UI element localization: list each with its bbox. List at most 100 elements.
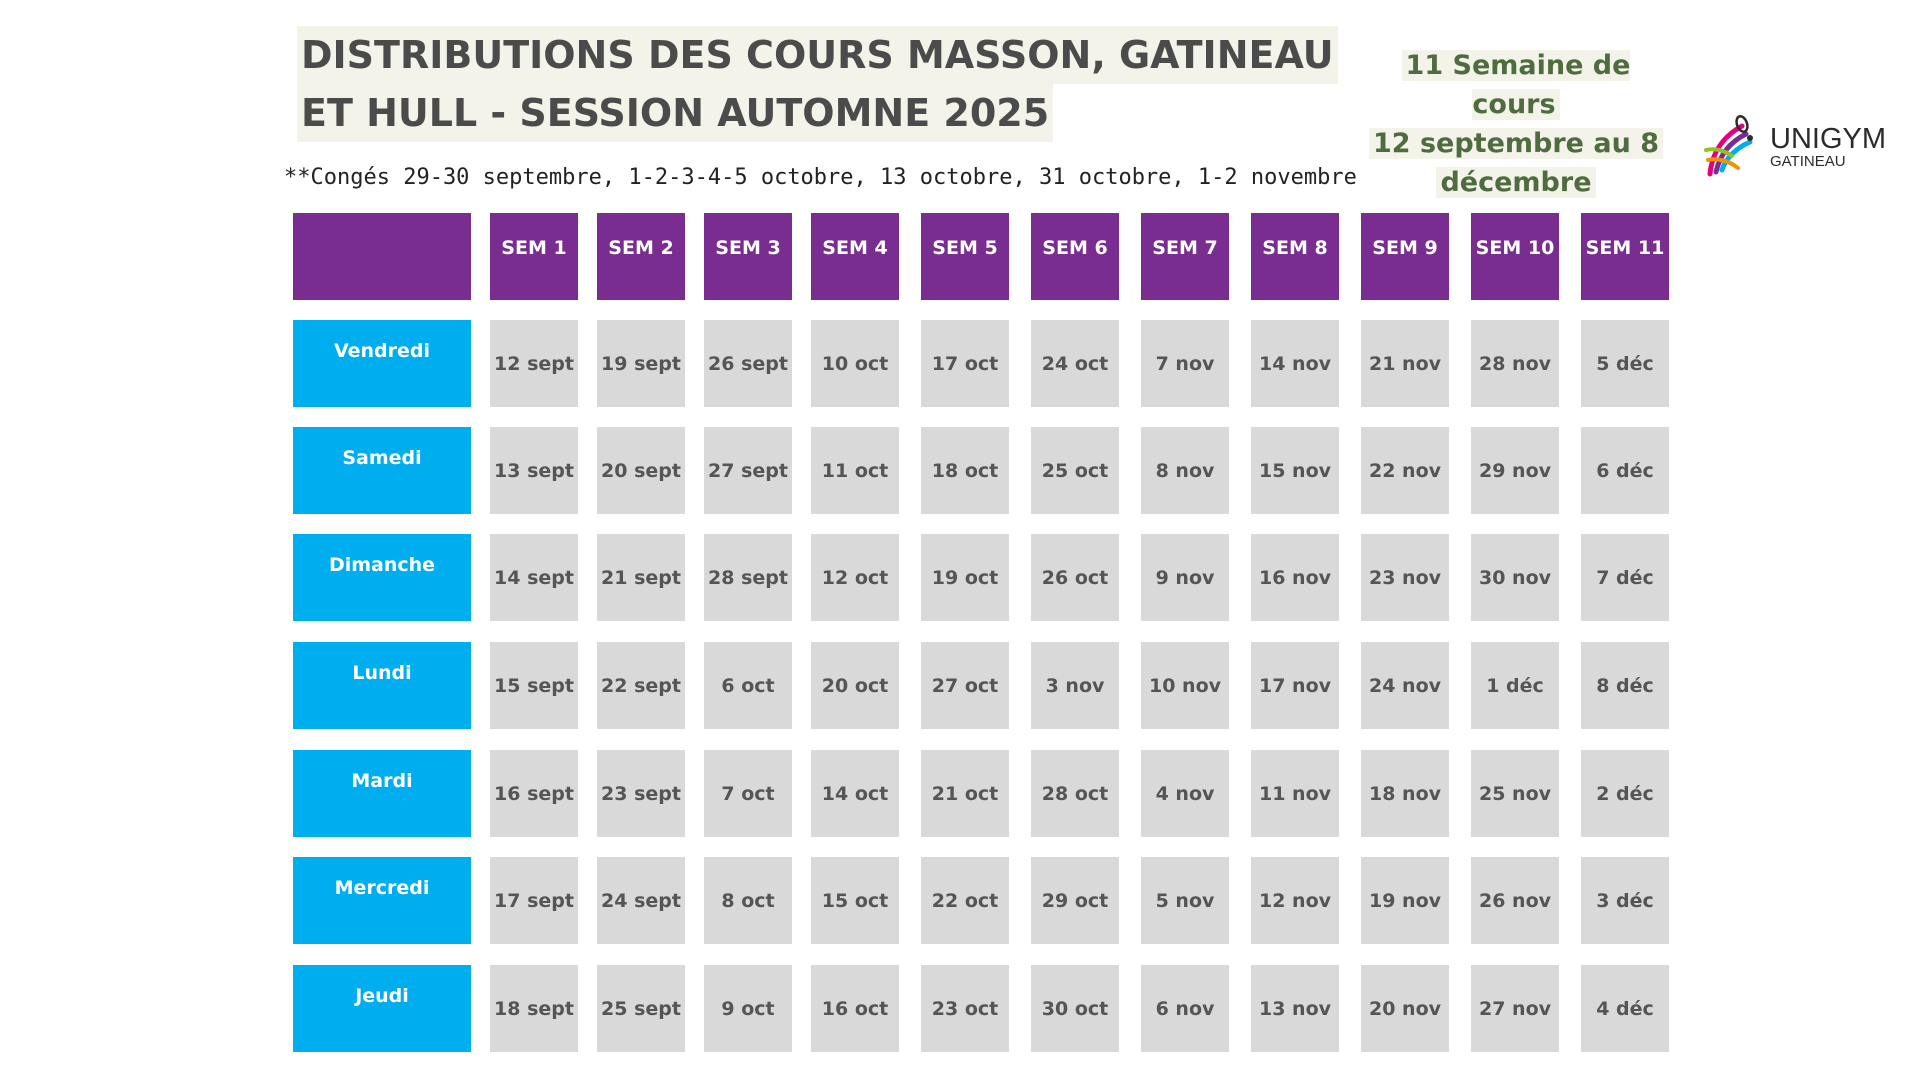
date-cell: 6 nov <box>1141 965 1229 1052</box>
session-info: 11 Semaine de cours 12 septembre au 8 dé… <box>1360 46 1672 202</box>
date-cell: 18 nov <box>1361 750 1449 837</box>
date-cell: 13 sept <box>490 427 578 514</box>
date-cell: 18 oct <box>921 427 1009 514</box>
date-cell: 27 nov <box>1471 965 1559 1052</box>
date-cell: 3 déc <box>1581 857 1669 944</box>
date-cell: 17 oct <box>921 320 1009 407</box>
date-cell: 30 oct <box>1031 965 1119 1052</box>
week-header: SEM 2 <box>597 213 685 300</box>
week-header: SEM 9 <box>1361 213 1449 300</box>
date-cell: 15 sept <box>490 642 578 729</box>
week-header: SEM 10 <box>1471 213 1559 300</box>
date-cell: 19 nov <box>1361 857 1449 944</box>
date-cell: 6 oct <box>704 642 792 729</box>
date-cell: 4 nov <box>1141 750 1229 837</box>
unigym-logo: UNIGYM GATINEAU <box>1702 112 1902 182</box>
date-cell: 26 sept <box>704 320 792 407</box>
date-cell: 20 oct <box>811 642 899 729</box>
title-line-1: DISTRIBUTIONS DES COURS MASSON, GATINEAU <box>297 26 1338 84</box>
date-cell: 5 nov <box>1141 857 1229 944</box>
day-label: Jeudi <box>293 965 471 1052</box>
session-info-line-3: décembre <box>1436 167 1596 198</box>
day-label: Mercredi <box>293 857 471 944</box>
date-cell: 12 oct <box>811 534 899 621</box>
date-cell: 21 sept <box>597 534 685 621</box>
logo-text: UNIGYM GATINEAU <box>1770 124 1886 170</box>
date-cell: 8 oct <box>704 857 792 944</box>
date-cell: 12 nov <box>1251 857 1339 944</box>
date-cell: 18 sept <box>490 965 578 1052</box>
date-cell: 25 oct <box>1031 427 1119 514</box>
date-cell: 23 sept <box>597 750 685 837</box>
date-cell: 14 sept <box>490 534 578 621</box>
week-header: SEM 8 <box>1251 213 1339 300</box>
date-cell: 28 oct <box>1031 750 1119 837</box>
week-header: SEM 5 <box>921 213 1009 300</box>
date-cell: 27 oct <box>921 642 1009 729</box>
day-label: Lundi <box>293 642 471 729</box>
date-cell: 1 déc <box>1471 642 1559 729</box>
date-cell: 27 sept <box>704 427 792 514</box>
date-cell: 24 nov <box>1361 642 1449 729</box>
table-corner-cell <box>293 213 471 300</box>
day-label: Vendredi <box>293 320 471 407</box>
session-info-line-1: 11 Semaine de cours <box>1401 50 1631 120</box>
date-cell: 21 oct <box>921 750 1009 837</box>
week-header: SEM 7 <box>1141 213 1229 300</box>
date-cell: 10 oct <box>811 320 899 407</box>
date-cell: 22 oct <box>921 857 1009 944</box>
day-label: Mardi <box>293 750 471 837</box>
date-cell: 16 oct <box>811 965 899 1052</box>
week-header: SEM 11 <box>1581 213 1669 300</box>
date-cell: 19 sept <box>597 320 685 407</box>
date-cell: 4 déc <box>1581 965 1669 1052</box>
date-cell: 7 déc <box>1581 534 1669 621</box>
logo-subtitle: GATINEAU <box>1770 153 1846 170</box>
week-header: SEM 1 <box>490 213 578 300</box>
week-header: SEM 4 <box>811 213 899 300</box>
date-cell: 30 nov <box>1471 534 1559 621</box>
date-cell: 6 déc <box>1581 427 1669 514</box>
gymnast-logo-icon <box>1704 115 1753 177</box>
date-cell: 21 nov <box>1361 320 1449 407</box>
date-cell: 28 sept <box>704 534 792 621</box>
holidays-note: **Congés 29-30 septembre, 1-2-3-4-5 octo… <box>284 165 1357 190</box>
date-cell: 26 oct <box>1031 534 1119 621</box>
date-cell: 17 sept <box>490 857 578 944</box>
date-cell: 7 oct <box>704 750 792 837</box>
date-cell: 8 nov <box>1141 427 1229 514</box>
title-line-2: ET HULL - SESSION AUTOMNE 2025 <box>297 84 1054 142</box>
logo-name: UNIGYM <box>1770 123 1886 155</box>
page-title: DISTRIBUTIONS DES COURS MASSON, GATINEAU… <box>297 26 1338 142</box>
date-cell: 14 nov <box>1251 320 1339 407</box>
date-cell: 22 nov <box>1361 427 1449 514</box>
date-cell: 2 déc <box>1581 750 1669 837</box>
date-cell: 28 nov <box>1471 320 1559 407</box>
date-cell: 26 nov <box>1471 857 1559 944</box>
date-cell: 3 nov <box>1031 642 1119 729</box>
date-cell: 23 nov <box>1361 534 1449 621</box>
date-cell: 25 nov <box>1471 750 1559 837</box>
date-cell: 7 nov <box>1141 320 1229 407</box>
date-cell: 22 sept <box>597 642 685 729</box>
date-cell: 20 sept <box>597 427 685 514</box>
date-cell: 9 nov <box>1141 534 1229 621</box>
date-cell: 29 nov <box>1471 427 1559 514</box>
date-cell: 11 oct <box>811 427 899 514</box>
date-cell: 12 sept <box>490 320 578 407</box>
week-header: SEM 6 <box>1031 213 1119 300</box>
session-info-line-2: 12 septembre au 8 <box>1368 128 1664 159</box>
date-cell: 24 oct <box>1031 320 1119 407</box>
date-cell: 8 déc <box>1581 642 1669 729</box>
date-cell: 16 nov <box>1251 534 1339 621</box>
date-cell: 17 nov <box>1251 642 1339 729</box>
date-cell: 5 déc <box>1581 320 1669 407</box>
date-cell: 20 nov <box>1361 965 1449 1052</box>
date-cell: 15 nov <box>1251 427 1339 514</box>
date-cell: 11 nov <box>1251 750 1339 837</box>
date-cell: 24 sept <box>597 857 685 944</box>
week-header: SEM 3 <box>704 213 792 300</box>
date-cell: 10 nov <box>1141 642 1229 729</box>
date-cell: 15 oct <box>811 857 899 944</box>
date-cell: 13 nov <box>1251 965 1339 1052</box>
